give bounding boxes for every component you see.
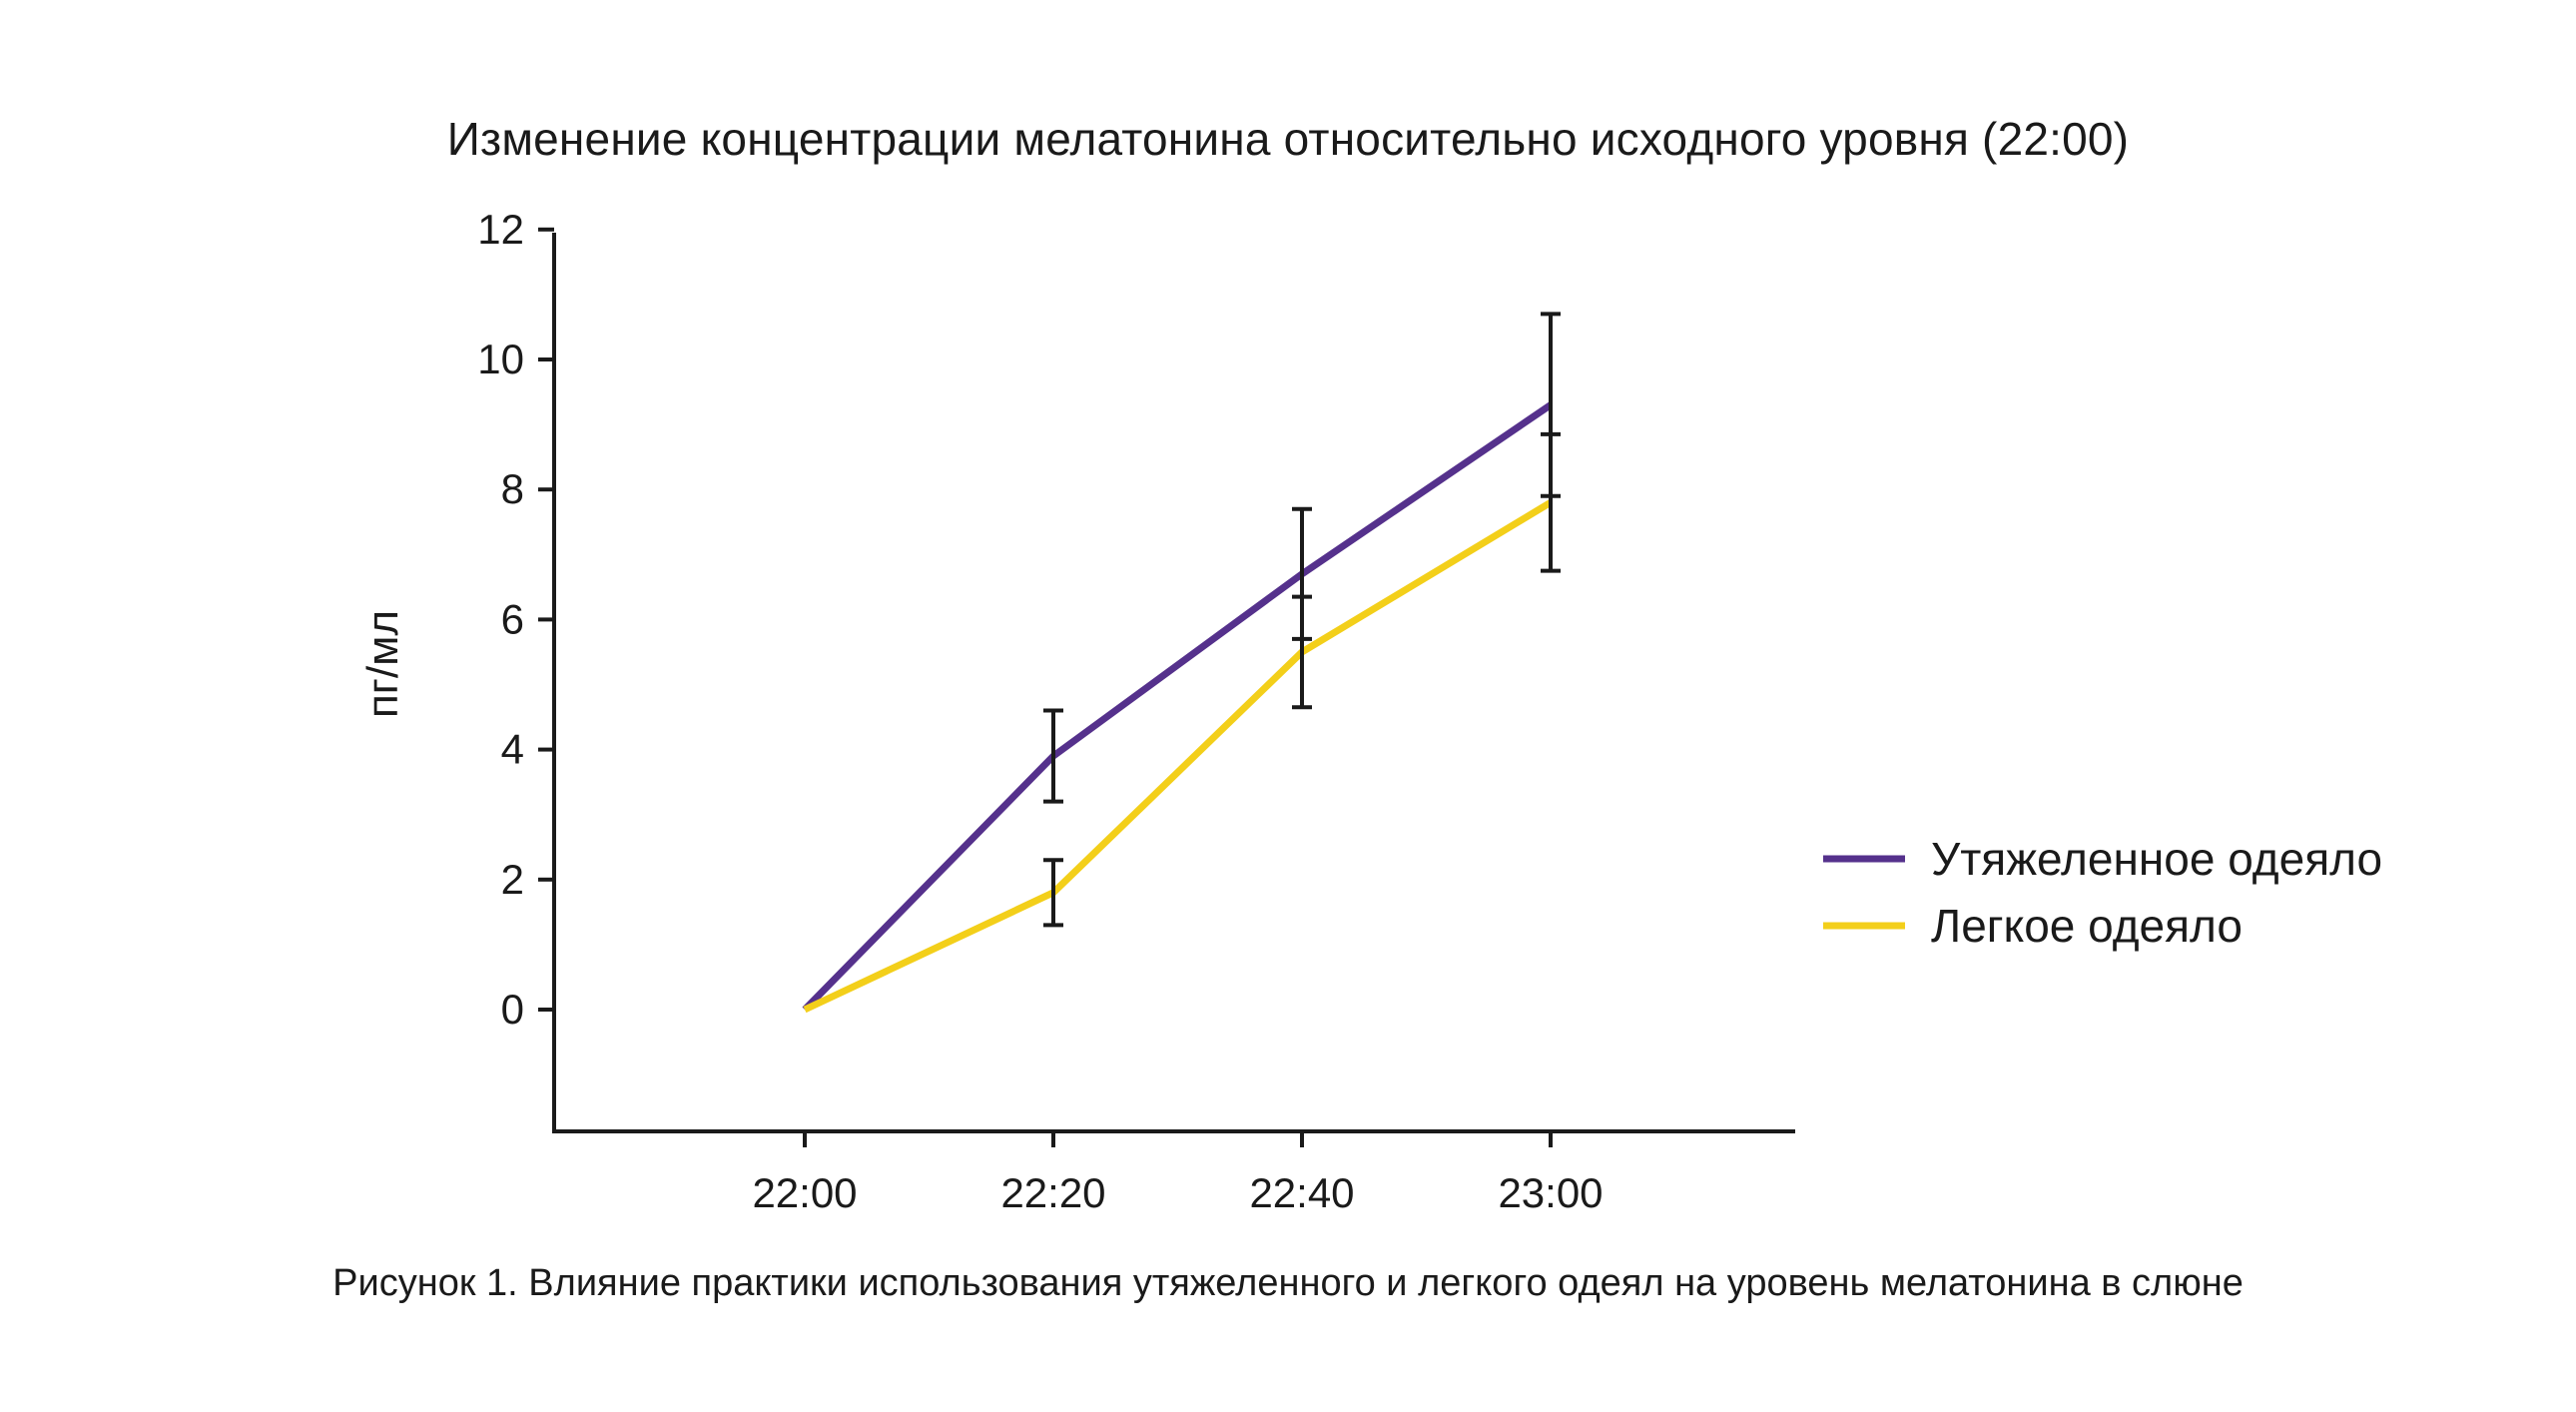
y-tick-label: 2 (501, 856, 524, 903)
legend: Утяжеленное одеяло Легкое одеяло (1823, 833, 2382, 952)
series-line-1 (802, 401, 1553, 1013)
figure-caption: Рисунок 1. Влияние практики использовани… (332, 1262, 2244, 1304)
error-bars (1043, 312, 1561, 928)
legend-item-2: Легкое одеяло (1823, 900, 2243, 952)
y-tick-label: 0 (501, 986, 524, 1033)
y-tick-label: 4 (501, 726, 524, 773)
legend-label: Легкое одеяло (1931, 900, 2243, 952)
chart-title: Изменение концентрации мелатонина относи… (446, 113, 2130, 165)
axes: 0 2 4 6 8 10 12 22:00 22:20 22:40 23:00 пг/мл (358, 206, 1795, 1216)
y-tick-label: 8 (501, 465, 524, 512)
error-bar (1292, 594, 1312, 710)
legend-item-1: Утяжеленное одеяло (1823, 833, 2382, 885)
legend-label: Утяжеленное одеяло (1931, 833, 2382, 885)
x-tick-label: 23:00 (1498, 1169, 1603, 1216)
error-bar (1043, 708, 1063, 804)
series-line-2 (803, 499, 1553, 1014)
error-bar (1043, 858, 1063, 928)
y-tick-label: 12 (477, 206, 524, 253)
x-tick-label: 22:00 (752, 1169, 857, 1216)
x-tick-label: 22:40 (1249, 1169, 1354, 1216)
y-axis-label: пг/мл (358, 610, 407, 718)
x-tick-label: 22:20 (1000, 1169, 1105, 1216)
y-tick-label: 6 (501, 595, 524, 642)
y-tick-label: 10 (477, 336, 524, 382)
series-lines (802, 401, 1553, 1014)
error-bar (1541, 431, 1561, 573)
